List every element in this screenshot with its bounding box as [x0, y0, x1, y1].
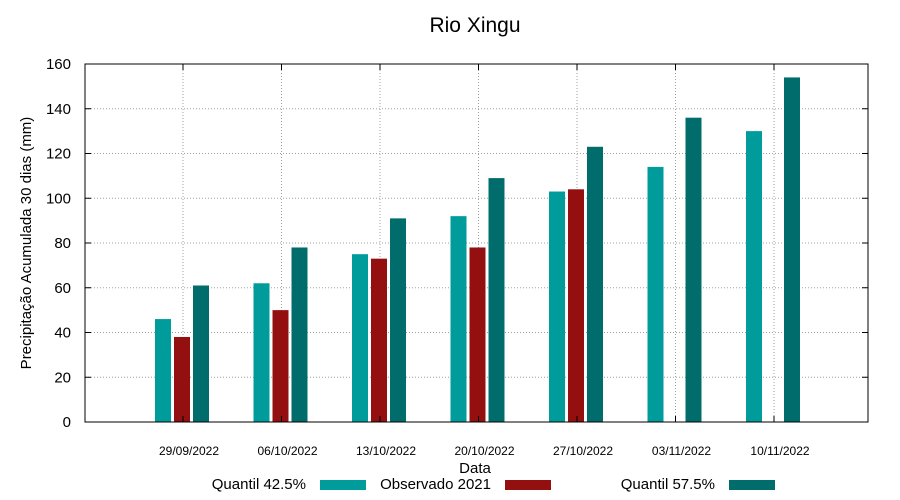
- x-tick-label: 27/10/2022: [553, 444, 613, 458]
- y-axis-label: Precipitação Acumulada 30 dias (mm): [18, 117, 35, 370]
- bar: [272, 310, 289, 422]
- bar: [174, 336, 190, 422]
- bar: [568, 189, 584, 422]
- bars: [155, 77, 800, 423]
- bar: [469, 247, 486, 422]
- y-tick-label: 120: [46, 146, 71, 163]
- bar: [253, 283, 270, 422]
- x-tick-label: 03/11/2022: [652, 444, 711, 458]
- y-axis-ticks: 0 20 40 60 80 100 120 140 160: [46, 56, 868, 431]
- bar: [450, 216, 467, 422]
- chart-title: Rio Xingu: [429, 14, 520, 37]
- legend-swatch: [320, 480, 366, 490]
- bar: [390, 218, 406, 422]
- bar: [647, 166, 664, 422]
- legend-swatch: [729, 480, 775, 490]
- bar: [291, 247, 308, 422]
- y-tick-label: 0: [63, 414, 71, 431]
- y-tick-label: 100: [46, 190, 71, 207]
- y-tick-label: 140: [46, 101, 71, 118]
- bar: [746, 131, 762, 422]
- bar: [549, 191, 565, 422]
- y-tick-label: 80: [54, 235, 71, 252]
- x-axis-label: Data: [459, 460, 491, 477]
- x-tick-label: 20/10/2022: [454, 444, 514, 458]
- bar: [193, 285, 209, 422]
- bar: [488, 178, 505, 422]
- bar: [784, 77, 800, 423]
- y-tick-label: 20: [54, 369, 71, 386]
- bar: [352, 254, 368, 422]
- x-tick-label: 29/09/2022: [159, 444, 219, 458]
- legend-label: Quantil 57.5%: [621, 476, 715, 493]
- x-tick-label: 06/10/2022: [257, 444, 317, 458]
- bar: [587, 146, 603, 422]
- legend-label: Observado 2021: [380, 476, 491, 493]
- bar: [371, 258, 387, 422]
- bar: [155, 319, 171, 422]
- x-tick-label: 13/10/2022: [356, 444, 416, 458]
- y-tick-label: 40: [54, 325, 71, 342]
- bar: [685, 117, 702, 422]
- y-tick-label: 60: [54, 280, 71, 297]
- x-tick-label: 10/11/2022: [750, 444, 809, 458]
- x-axis-ticks: 29/09/2022 06/10/2022 13/10/2022 20/10/2022…: [159, 64, 810, 458]
- y-tick-label: 160: [46, 56, 71, 73]
- legend-swatch: [505, 480, 551, 490]
- legend-label: Quantil 42.5%: [212, 476, 306, 493]
- legend: Quantil 42.5% Observado 2021 Quantil 57.5%: [212, 476, 775, 493]
